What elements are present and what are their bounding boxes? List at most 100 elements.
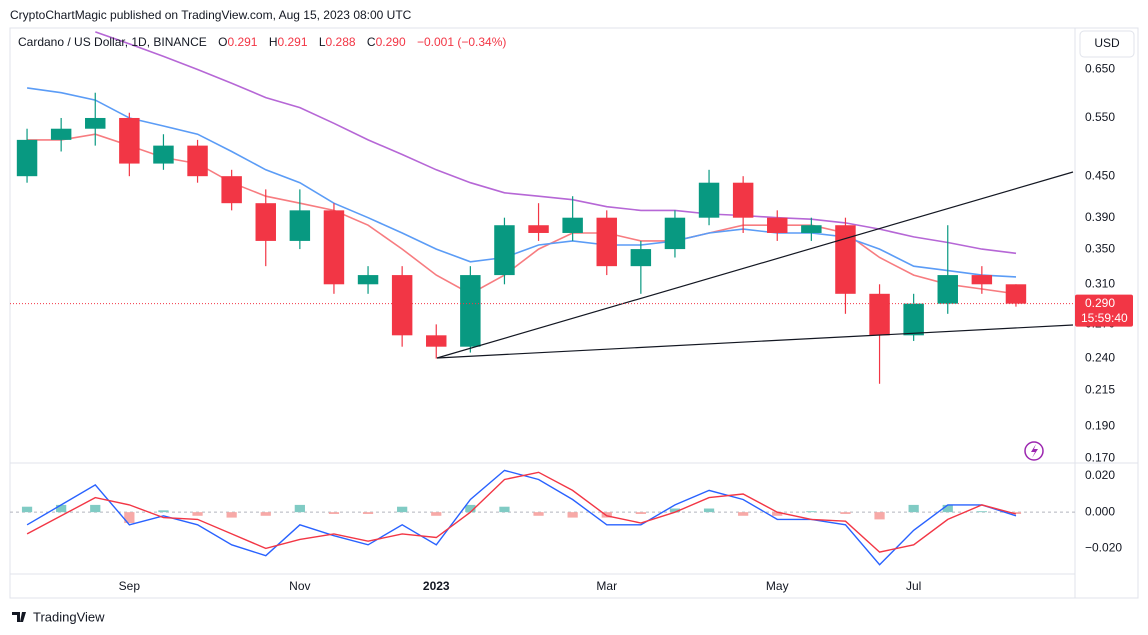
candle-body <box>664 217 686 250</box>
y-tick-label: 0.450 <box>1085 168 1115 182</box>
ohlc-key: C <box>366 35 376 49</box>
histogram-bar <box>397 506 408 513</box>
y-tick-label: 0.000 <box>1085 504 1115 518</box>
histogram-bar <box>226 512 237 518</box>
published: CryptoChartMagic published on TradingVie… <box>10 8 412 22</box>
currency-button[interactable] <box>1079 30 1135 58</box>
line <box>26 469 1017 566</box>
histogram-bar <box>976 511 987 513</box>
ohlc-value: 0.291 <box>227 35 258 49</box>
candle-body <box>289 210 311 241</box>
y-tick-label: 0.020 <box>1085 468 1115 482</box>
candle-body <box>494 225 515 276</box>
candle-body <box>869 293 890 336</box>
countdown: 15:59:40 <box>1081 311 1128 325</box>
line <box>26 471 1017 553</box>
y-tick-label: 0.215 <box>1085 383 1115 397</box>
histogram-bar <box>362 512 374 514</box>
candle-body <box>16 139 38 177</box>
histogram-bar <box>90 504 101 513</box>
frame <box>9 27 1139 599</box>
candle-body <box>460 275 481 347</box>
candle-body <box>50 128 72 140</box>
candle-body <box>153 145 174 164</box>
symbol: Cardano / US Dollar, 1D, BINANCE <box>18 35 207 49</box>
x-tick-label: Sep <box>119 579 141 593</box>
candle-body <box>698 182 720 218</box>
candle-body <box>323 210 345 285</box>
candle-body <box>357 275 379 285</box>
candle-body <box>255 203 276 241</box>
ohlc-value: 0.290 <box>375 35 406 49</box>
histogram-bar <box>840 512 851 514</box>
candle-body <box>596 217 617 267</box>
last-price-box <box>1075 294 1133 327</box>
candle-body <box>767 217 788 233</box>
x-tick-label: May <box>766 579 789 593</box>
histogram-bar <box>601 512 612 518</box>
histogram-bar <box>942 504 953 513</box>
x-tick-label: Nov <box>289 579 310 593</box>
y-tick-label: 0.240 <box>1085 351 1115 365</box>
candle-body <box>391 275 413 336</box>
histogram-bar <box>465 504 476 513</box>
candle-body <box>732 182 754 218</box>
histogram-bar <box>669 508 681 513</box>
histogram-bar <box>772 512 783 516</box>
histogram-bar <box>703 508 715 513</box>
histogram-bar <box>499 506 510 513</box>
histogram-bar <box>635 512 646 514</box>
y-tick-label: 0.550 <box>1085 110 1115 124</box>
histogram-bar <box>533 512 544 516</box>
histogram-bar <box>806 511 817 513</box>
ohlc-value: 0.288 <box>325 35 356 49</box>
histogram-bar <box>567 512 578 518</box>
histogram-bar <box>260 512 271 516</box>
candle-body <box>85 117 106 129</box>
candle-body <box>835 225 856 294</box>
ohlc-key: H <box>268 35 278 49</box>
change-pct: (−0.34%) <box>457 35 507 49</box>
last-price-label: 0.290 <box>1085 296 1115 310</box>
alert-bolt <box>1031 444 1038 458</box>
trendline <box>436 171 1074 359</box>
change: −0.001 <box>416 35 455 49</box>
ohlc-key: O <box>218 35 228 49</box>
ohlc-value: 0.291 <box>277 35 308 49</box>
y-tick-label: 0.390 <box>1085 210 1115 224</box>
line <box>27 133 1017 295</box>
histogram-bar <box>1010 512 1022 514</box>
line <box>95 31 1017 255</box>
candle-body <box>221 176 242 204</box>
candle-body <box>426 335 447 347</box>
candle-body <box>1005 284 1027 304</box>
candle-body <box>801 225 822 233</box>
currency[interactable]: USD <box>1094 36 1120 50</box>
candle-body <box>937 275 958 304</box>
candle-body <box>630 249 652 267</box>
legend-line: Cardano / US Dollar, 1D, BINANCE O0.291 … <box>18 35 506 49</box>
histogram-bar <box>908 504 919 513</box>
histogram-bar <box>328 512 340 514</box>
alert-icon[interactable] <box>1024 441 1044 461</box>
y-tick-label: 0.350 <box>1085 241 1115 255</box>
histogram-bar <box>294 504 305 513</box>
trendline <box>436 324 1074 359</box>
logo-mark <box>12 612 26 622</box>
candle-body <box>528 225 549 233</box>
histogram-bar <box>192 512 203 516</box>
histogram-bar <box>431 512 442 516</box>
histogram-bar <box>738 512 749 516</box>
y-tick-label: 0.650 <box>1085 62 1115 76</box>
histogram-bar <box>21 506 33 513</box>
histogram-bar <box>874 512 885 520</box>
histogram-bar <box>158 510 169 513</box>
y-tick-label: 0.310 <box>1085 276 1115 290</box>
y-tick-label: 0.170 <box>1085 451 1115 465</box>
ohlc-key: L <box>318 35 326 49</box>
candle-body <box>903 303 924 336</box>
histogram-bar <box>56 504 67 513</box>
histogram-bar <box>124 512 135 524</box>
